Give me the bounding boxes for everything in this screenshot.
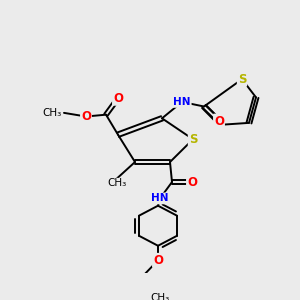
Text: S: S [189, 133, 197, 146]
Text: O: O [113, 92, 123, 105]
Text: O: O [81, 110, 91, 123]
Text: O: O [153, 254, 163, 267]
Text: S: S [238, 73, 246, 86]
Text: HN: HN [151, 194, 169, 203]
Text: CH₃: CH₃ [150, 293, 170, 300]
Text: HN: HN [173, 97, 191, 107]
Text: O: O [187, 176, 197, 188]
Text: CH₃: CH₃ [107, 178, 127, 188]
Text: O: O [214, 115, 224, 128]
Text: CH₃: CH₃ [43, 108, 62, 118]
